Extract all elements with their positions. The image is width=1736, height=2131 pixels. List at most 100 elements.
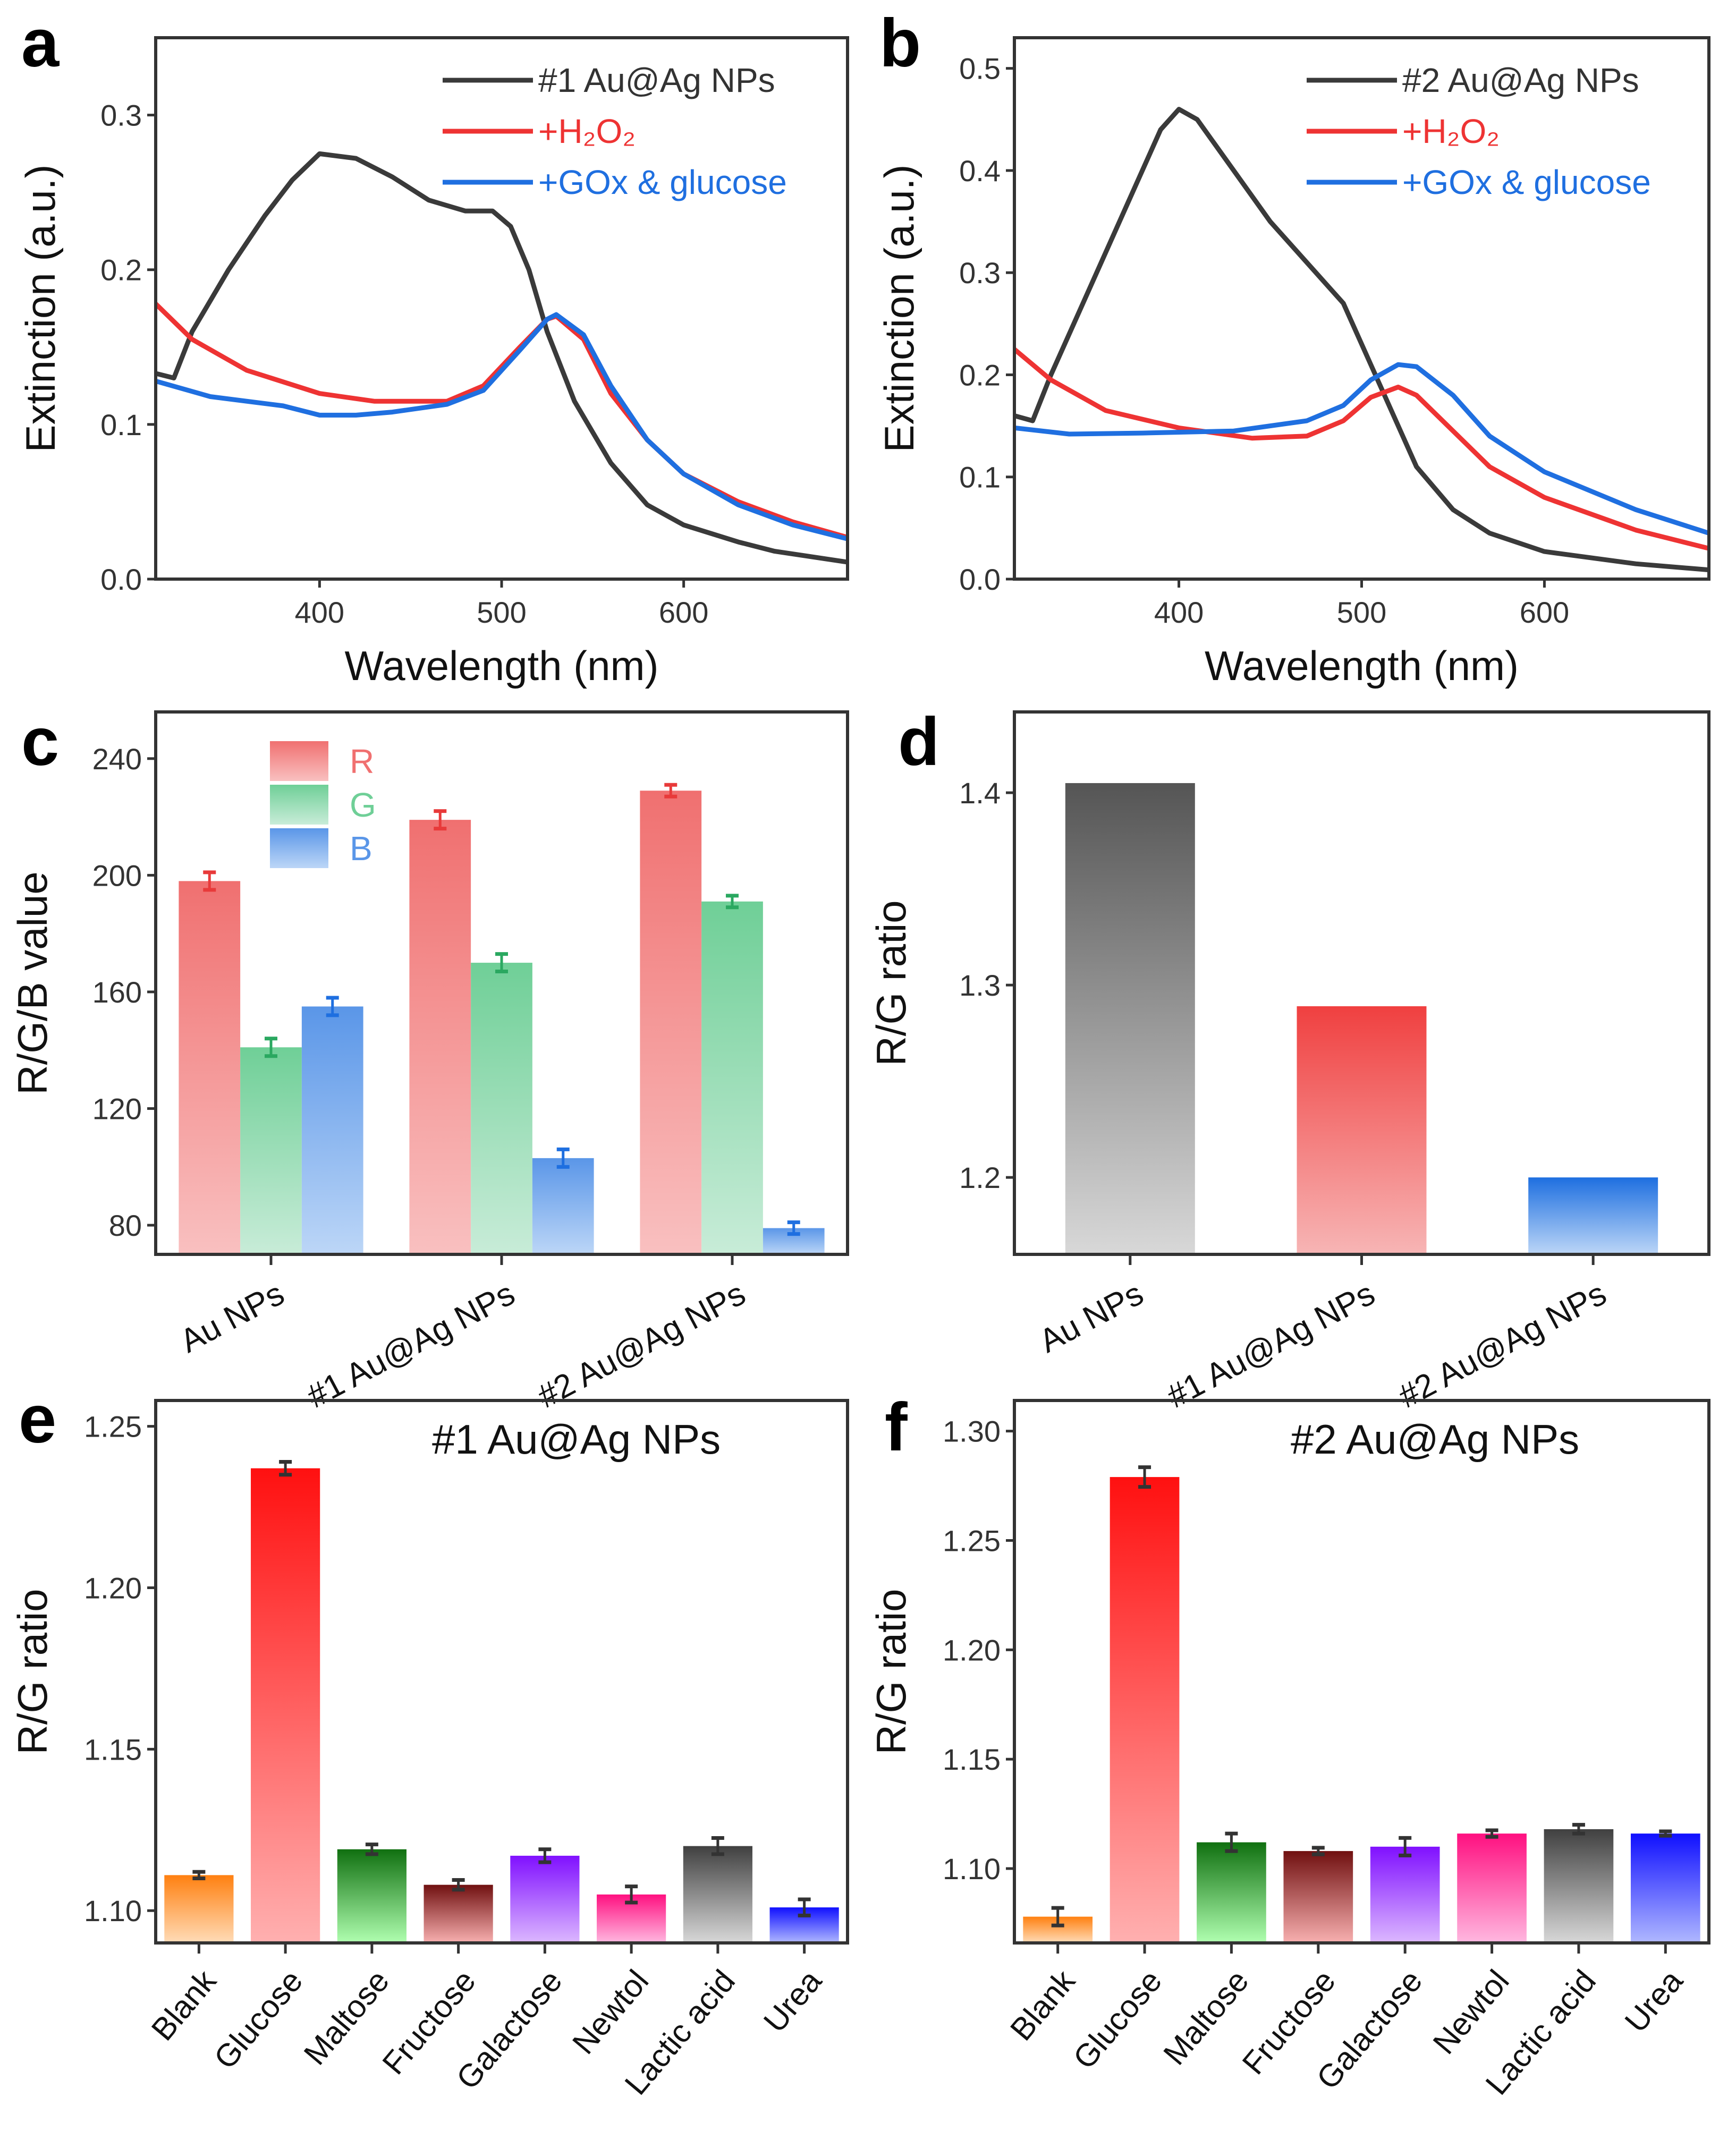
plot-area	[1065, 783, 1658, 1254]
y-tick-label: 0.2	[959, 358, 1001, 392]
x-tick-label: Au NPs	[1034, 1275, 1149, 1360]
bar	[1528, 1177, 1658, 1254]
plot-area	[1014, 107, 1709, 573]
chart-f: 1.10 1.15 1.20 1.25 1.30 R/G ratio BlankGlucos…	[868, 1399, 1710, 2101]
legend-label: +H₂O₂	[1402, 112, 1500, 150]
bar	[1630, 1833, 1700, 1943]
x-tick-label: Urea	[1618, 1963, 1690, 2039]
plot-frame	[1013, 1399, 1710, 1945]
legend-label: +GOx & glucose	[1402, 163, 1651, 201]
x-tick-label: Blank	[145, 1963, 223, 2047]
panel-label-d: d	[898, 704, 939, 780]
series-line-0	[1014, 107, 1709, 573]
y-tick-label: 1.30	[943, 1415, 1001, 1448]
bar	[1065, 783, 1195, 1254]
y-tick-label: 1.3	[959, 969, 1001, 1002]
y-axis-label: R/G ratio	[868, 1589, 914, 1754]
y-tick-label: 1.20	[84, 1571, 142, 1604]
panel-label-c: c	[21, 704, 59, 780]
y-tick-label: 1.20	[943, 1633, 1001, 1667]
x-tick-label: #1 Au@Ag NPs	[301, 1275, 521, 1415]
y-tick-label: 0.2	[100, 253, 142, 287]
y-tick-label: 0.0	[959, 563, 1001, 596]
x-tick-label: 600	[659, 596, 708, 629]
y-axis-label: Extinction (a.u.)	[17, 165, 64, 453]
bar	[1457, 1833, 1527, 1943]
bar	[337, 1849, 407, 1943]
bar	[1297, 1006, 1427, 1254]
y-tick-label: 0.1	[959, 461, 1001, 494]
bar	[1544, 1829, 1614, 1943]
legend-label: G	[350, 786, 376, 824]
y-tick-label: 1.25	[84, 1410, 142, 1444]
y-tick-label: 0.0	[100, 563, 142, 596]
panel-e: e	[19, 1381, 56, 1457]
plot-area	[1023, 1477, 1700, 1943]
plot-frame	[1013, 710, 1710, 1256]
bar	[640, 791, 702, 1254]
legend-swatch-G	[270, 785, 328, 825]
plot-frame	[154, 36, 849, 581]
series-line-2	[156, 312, 848, 541]
panel-d: d	[898, 704, 939, 780]
x-tick-label: Glucose	[1066, 1963, 1169, 2076]
series-line-1	[156, 302, 848, 540]
y-tick-label: 1.10	[84, 1894, 142, 1928]
panel-label-b: b	[879, 5, 921, 81]
x-tick-label: Newtol	[1426, 1963, 1516, 2061]
x-tick-label: Urea	[757, 1963, 828, 2039]
chart-title: #2 Au@Ag NPs	[1291, 1416, 1579, 1463]
y-tick-label: 1.15	[943, 1743, 1001, 1776]
bar	[424, 1884, 493, 1943]
chart-e: 1.101.151.201.25R/G ratioBlankGlucoseMal…	[9, 1399, 849, 2101]
bar	[179, 881, 241, 1254]
plot-area	[179, 791, 825, 1254]
y-tick-label: 240	[92, 742, 142, 776]
y-tick-label: 1.15	[84, 1733, 142, 1766]
bar	[471, 963, 532, 1254]
x-tick-label: 600	[1520, 596, 1569, 629]
y-axis-label: R/G/B value	[9, 871, 56, 1095]
x-tick-label: 400	[295, 596, 344, 629]
bar	[409, 820, 471, 1254]
y-tick-label: 1.2	[959, 1161, 1001, 1194]
legend-label: #2 Au@Ag NPs	[1402, 61, 1639, 99]
chart-c: 80 120 160 200 240 R/G/B value Au NPs #1 Au@Ag …	[9, 710, 849, 1415]
x-axis-label: Wavelength (nm)	[1205, 642, 1519, 689]
y-tick-label: 0.4	[959, 154, 1001, 188]
panel-b: b	[879, 5, 921, 81]
y-tick-label: 0.5	[959, 52, 1001, 86]
x-tick-label: Glucose	[207, 1963, 310, 2076]
panel-a: a	[21, 5, 60, 81]
legend-label: R	[350, 742, 374, 780]
bar	[683, 1846, 752, 1943]
x-tick-label: Newtol	[565, 1963, 655, 2061]
x-tick-label: Blank	[1003, 1963, 1082, 2047]
y-axis-label: Extinction (a.u.)	[876, 165, 922, 453]
panel-label-e: e	[19, 1381, 56, 1457]
legend-label: +GOx & glucose	[538, 163, 787, 201]
chart-a: 0.0 0.1 0.2 0.3 Extinction (a.u.) 400 500 600Wa…	[17, 36, 849, 689]
legend-swatch-R	[270, 741, 328, 781]
y-tick-label: 0.3	[100, 99, 142, 132]
y-axis-label: R/G ratio	[868, 900, 914, 1066]
y-tick-label: 1.25	[943, 1524, 1001, 1557]
x-tick-label: #1 Au@Ag NPs	[1161, 1275, 1381, 1415]
y-tick-label: 1.4	[959, 776, 1001, 810]
x-tick-label: 400	[1154, 596, 1204, 629]
bar	[532, 1158, 594, 1254]
bar	[1283, 1851, 1353, 1943]
bar	[1110, 1477, 1180, 1943]
y-tick-label: 80	[109, 1209, 142, 1242]
y-tick-label: 120	[92, 1092, 142, 1126]
x-axis-label: Wavelength (nm)	[345, 642, 659, 689]
y-tick-label: 200	[92, 859, 142, 892]
bar	[1370, 1846, 1440, 1943]
x-tick-label: #2 Au@Ag NPs	[531, 1275, 751, 1415]
chart-d: 1.2 1.3 1.4 R/G ratio Au NPs #1 Au@Ag NPs #2 A…	[868, 710, 1710, 1415]
legend-label: B	[350, 829, 372, 868]
chart-b: 0.0 0.1 0.2 0.3 0.4 0.5 Extinction (a.u.) 400 50…	[876, 36, 1710, 689]
x-tick-label: 500	[1337, 596, 1386, 629]
plot-area	[156, 151, 848, 565]
bar	[240, 1047, 302, 1254]
